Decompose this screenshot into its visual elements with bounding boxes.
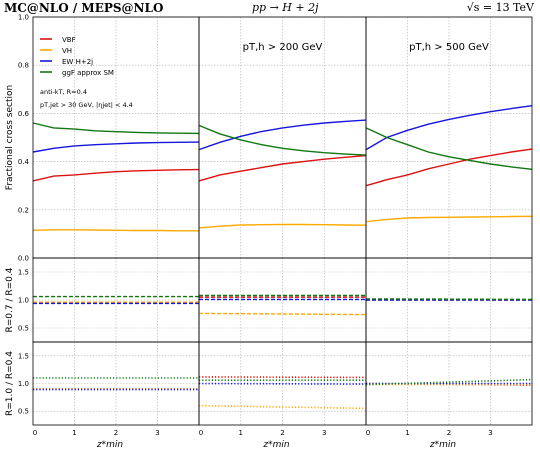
- y-tick-label: 1.0: [18, 297, 29, 305]
- series-line-ggf-approx-sm: [32, 122, 200, 135]
- y-tick-label: 0.8: [18, 62, 29, 70]
- series-line-ggf-approx-sm: [365, 127, 533, 170]
- y-tick-label: 0.6: [18, 110, 30, 118]
- series-line-vh: [32, 229, 199, 232]
- y-tick-label: 0.0: [18, 255, 29, 263]
- panel-label: pT,h > 200 GeV: [243, 42, 323, 53]
- series-line-vbf: [198, 376, 367, 379]
- x-tick-label: 1: [72, 429, 76, 437]
- x-axis-label: z*min: [429, 440, 456, 450]
- annotation-text: anti-kT, R=0.4: [40, 88, 87, 96]
- legend-entry: VBF: [62, 36, 76, 44]
- x-tick-label: 1: [405, 429, 409, 437]
- panel-label: pT,h > 500 GeV: [409, 42, 489, 53]
- series-line-vh: [198, 404, 367, 410]
- series-line-vh: [198, 312, 367, 316]
- series-line-ggf-approx-sm: [198, 124, 367, 156]
- series-line-ggf-approx-sm: [365, 378, 533, 386]
- series-line-ggf-approx-sm: [365, 298, 533, 301]
- series-line-ew-h-2j: [365, 105, 533, 151]
- panel-frame: [365, 341, 533, 426]
- series-line-vh: [365, 215, 533, 223]
- legend-entry: VH: [62, 47, 72, 55]
- x-tick-label: 0: [366, 429, 370, 437]
- generator-label: MC@NLO / MEPS@NLO: [4, 1, 164, 15]
- x-tick-label: 3: [155, 429, 159, 437]
- series-line-ew-h-2j: [198, 382, 367, 385]
- series-line-vbf: [198, 154, 367, 182]
- y-tick-label: 0.5: [18, 408, 29, 416]
- y-axis-label: Fractional cross section: [5, 85, 15, 190]
- annotation-text: pT,jet > 30 GeV, |ηjet| < 4.4: [40, 101, 133, 109]
- y-tick-label: 1.5: [18, 269, 29, 277]
- x-tick-label: 2: [280, 429, 284, 437]
- x-axis-label: z*min: [262, 440, 289, 450]
- energy-label: √s = 13 TeV: [466, 1, 534, 14]
- y-tick-label: 0.4: [18, 158, 30, 166]
- y-tick-label: 1.0: [18, 14, 29, 22]
- x-tick-label: 3: [488, 429, 492, 437]
- series-line-vbf: [365, 148, 533, 187]
- y-tick-label: 0.5: [18, 325, 29, 333]
- y-tick-label: 1.0: [18, 380, 29, 388]
- x-tick-label: 0: [33, 429, 37, 437]
- legend-entry: EW H+2j: [62, 58, 93, 66]
- y-axis-label: R=0.7 / R=0.4: [5, 267, 15, 332]
- series-line-vh: [198, 223, 367, 229]
- x-tick-label: 3: [322, 429, 326, 437]
- x-tick-label: 2: [114, 429, 118, 437]
- x-tick-label: 1: [239, 429, 243, 437]
- y-tick-label: 1.5: [18, 352, 29, 360]
- series-line-ew-h-2j: [32, 141, 200, 153]
- y-axis-label: R=1.0 / R=0.4: [5, 351, 15, 416]
- series-line-vbf: [32, 168, 200, 182]
- y-tick-label: 0.2: [18, 206, 29, 214]
- legend-entry: ggF approx SM: [62, 69, 114, 77]
- x-tick-label: 2: [447, 429, 451, 437]
- process-label: pp → H + 2j: [252, 1, 319, 14]
- x-axis-label: z*min: [96, 440, 123, 450]
- x-tick-label: 0: [199, 429, 203, 437]
- series-line-ew-h-2j: [198, 119, 367, 151]
